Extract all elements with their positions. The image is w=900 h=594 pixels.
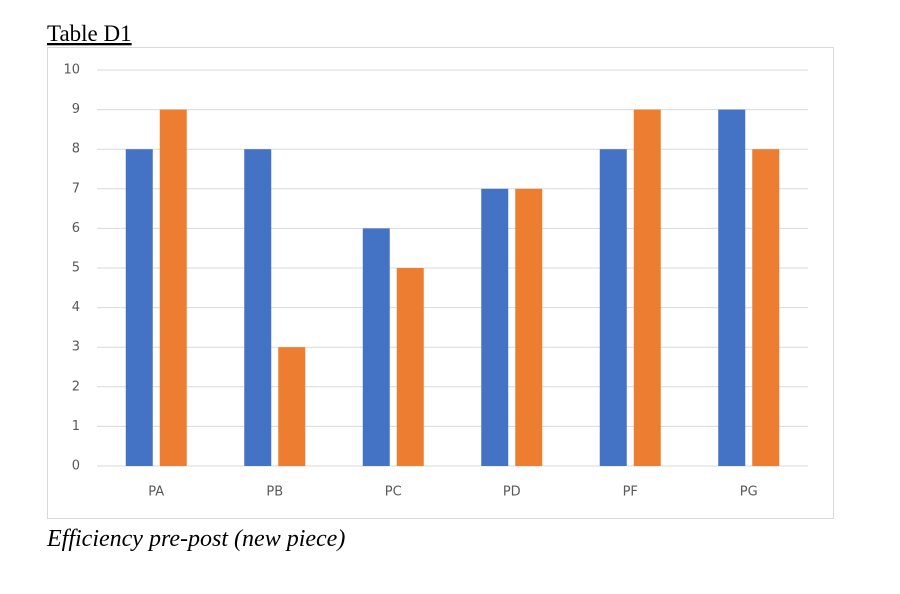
x-tick-label: PD: [503, 485, 521, 500]
x-tick-label: PA: [148, 485, 164, 500]
bar: [244, 149, 272, 466]
x-tick-label: PG: [740, 485, 758, 500]
x-tick-label: PF: [623, 485, 638, 500]
y-tick-label: 3: [72, 340, 80, 355]
y-tick-label: 8: [72, 142, 80, 157]
x-tick-label: PC: [385, 485, 402, 500]
bar: [515, 188, 543, 467]
bar: [362, 228, 390, 466]
y-tick-label: 5: [72, 261, 80, 276]
bar: [633, 109, 661, 466]
y-tick-label: 9: [72, 102, 80, 117]
bar: [481, 188, 509, 467]
y-tick-label: 6: [72, 221, 80, 236]
bar: [159, 109, 187, 466]
bar: [599, 149, 627, 466]
bar: [125, 149, 153, 466]
chart-caption: Efficiency pre-post (new piece): [46, 526, 345, 552]
x-tick-label: PB: [266, 485, 283, 500]
y-tick-label: 1: [72, 419, 80, 434]
bar: [278, 347, 306, 466]
y-tick-label: 0: [72, 459, 80, 474]
y-tick-label: 7: [72, 181, 80, 196]
bar: [718, 109, 746, 466]
y-tick-label: 10: [63, 63, 80, 78]
y-tick-label: 4: [72, 300, 80, 315]
chart-title: Table D1: [47, 21, 132, 46]
bar: [752, 149, 780, 466]
y-tick-label: 2: [72, 379, 80, 394]
bar: [396, 268, 424, 466]
